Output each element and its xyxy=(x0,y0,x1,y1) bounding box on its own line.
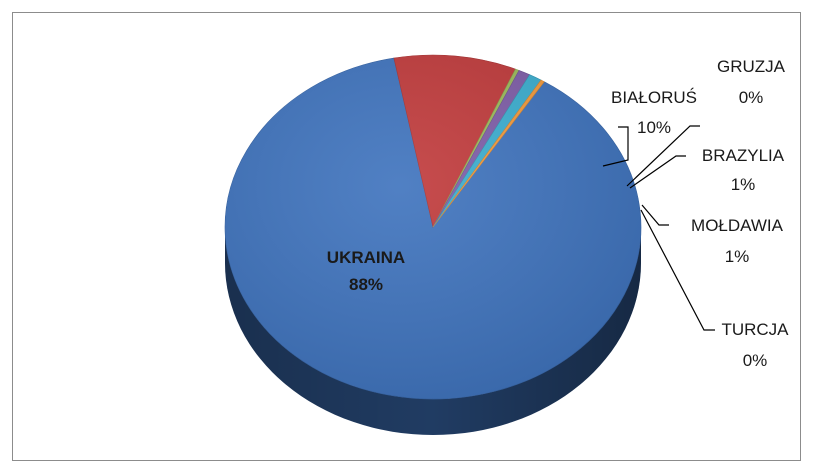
pie-top xyxy=(224,54,642,400)
slice-value-brazylia: 1% xyxy=(731,175,756,194)
leader-line-moldawia xyxy=(641,204,669,226)
leader-line-bialorus xyxy=(602,126,629,167)
leader-line-brazylia xyxy=(629,155,686,189)
slice-value-gruzja: 0% xyxy=(739,88,764,107)
leader-line-turcja xyxy=(640,209,715,331)
slice-label-brazylia: BRAZYLIA xyxy=(702,146,785,165)
slice-label-turcja: TURCJA xyxy=(721,320,789,339)
slice-label-bialorus: BIAŁORUŚ xyxy=(611,88,697,107)
slice-label-gruzja: GRUZJA xyxy=(717,57,786,76)
slice-label-moldawia: MOŁDAWIA xyxy=(691,216,784,235)
slice-value-ukraina: 88% xyxy=(349,275,383,294)
slice-value-turcja: 0% xyxy=(743,351,768,370)
slice-value-bialorus: 10% xyxy=(637,118,671,137)
slice-value-moldawia: 1% xyxy=(725,247,750,266)
leader-line-gruzja xyxy=(626,125,700,187)
slice-label-ukraina: UKRAINA xyxy=(327,248,405,267)
